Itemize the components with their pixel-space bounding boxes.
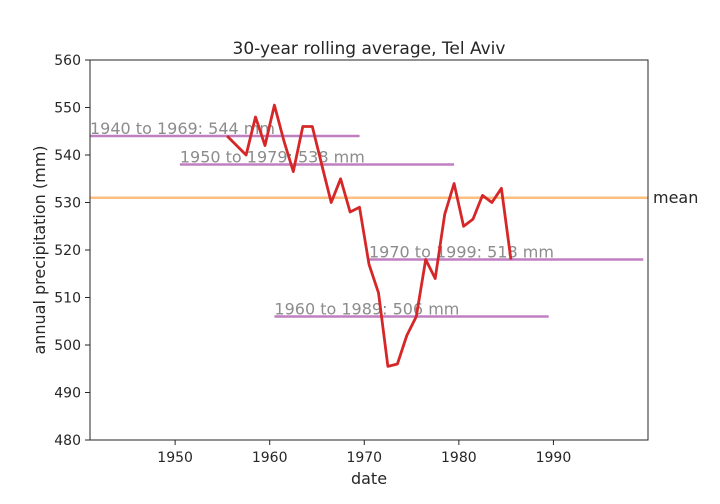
y-tick-label-500: 500 [54, 338, 81, 354]
period-label-4: 1970 to 1999: 518 mm [369, 243, 554, 262]
y-tick-label-510: 510 [54, 291, 81, 307]
y-tick-label-480: 480 [54, 433, 81, 449]
y-tick-label-550: 550 [54, 101, 81, 117]
y-axis-label: annual precipitation (mm) [30, 145, 49, 354]
x-tick-label-1970: 1970 [346, 450, 382, 466]
mean-label: mean [653, 188, 698, 207]
x-tick-label-1990: 1990 [536, 450, 572, 466]
x-tick-label-1960: 1960 [252, 450, 288, 466]
rolling-average-line [226, 103, 513, 368]
period-label-3: 1960 to 1989: 506 mm [274, 300, 459, 319]
y-tick-label-490: 490 [54, 386, 81, 402]
y-tick-label-560: 560 [54, 53, 81, 69]
plot-area: mean 1940 to 1969: 544 mm 1950 to 1979: 53… [54, 53, 698, 466]
period-label-1: 1940 to 1969: 544 mm [90, 119, 275, 138]
x-axis-label: date [351, 469, 387, 488]
chart-title: 30-year rolling average, Tel Aviv [233, 39, 506, 59]
x-tick-label-1980: 1980 [441, 450, 477, 466]
period-label-2: 1950 to 1979: 538 mm [180, 148, 365, 167]
y-tick-label-520: 520 [54, 243, 81, 259]
x-tick-label-1950: 1950 [157, 450, 193, 466]
y-tick-label-530: 530 [54, 196, 81, 212]
y-tick-label-540: 540 [54, 148, 81, 164]
